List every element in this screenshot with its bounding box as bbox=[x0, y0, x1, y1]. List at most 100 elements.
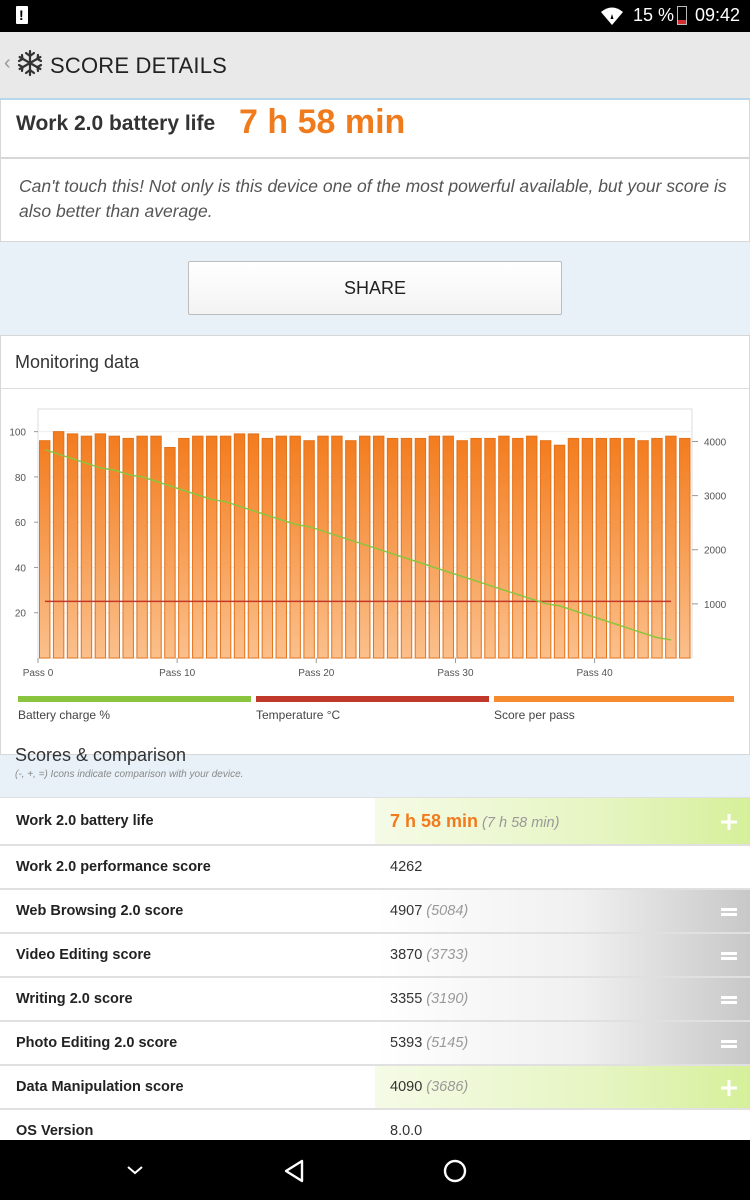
x-tick-label: Pass 30 bbox=[437, 668, 474, 679]
score-row-name: Writing 2.0 score bbox=[16, 991, 133, 1007]
clock: 09:42 bbox=[695, 5, 741, 25]
score-bar bbox=[52, 431, 65, 659]
page-title: SCORE DETAILS bbox=[50, 53, 228, 78]
y-right-tick-label: 1000 bbox=[704, 600, 727, 611]
share-button[interactable]: SHARE bbox=[188, 261, 562, 315]
score-value-main: 4090 bbox=[390, 1079, 423, 1095]
score-row-value: 4090 (3686) bbox=[390, 1079, 468, 1095]
scores-subtitle: (-, +, =) Icons indicate comparison with… bbox=[15, 769, 244, 780]
score-header: Work 2.0 battery life 7 h 58 min bbox=[0, 100, 750, 158]
score-row: Work 2.0 battery life 7 h 58 min (7 h 58 … bbox=[0, 797, 750, 845]
score-row-name: Photo Editing 2.0 score bbox=[16, 1035, 178, 1051]
score-bar bbox=[192, 435, 204, 659]
home-circle-icon[interactable] bbox=[442, 1158, 468, 1184]
score-row: Data Manipulation score 4090 (3686) bbox=[0, 1065, 750, 1109]
score-bar bbox=[651, 437, 663, 659]
score-bar bbox=[233, 433, 246, 659]
score-bar bbox=[331, 435, 343, 659]
y-right-tick-label: 3000 bbox=[704, 492, 727, 503]
score-bar bbox=[275, 435, 287, 659]
score-bar bbox=[247, 433, 260, 659]
score-row-name: Work 2.0 battery life bbox=[16, 813, 154, 829]
score-bar bbox=[623, 437, 635, 659]
x-tick-label: Pass 20 bbox=[298, 668, 335, 679]
score-bar bbox=[219, 435, 232, 659]
score-row-value: 3355 (3190) bbox=[390, 991, 468, 1007]
score-bar bbox=[345, 440, 357, 659]
score-label: Work 2.0 battery life bbox=[16, 112, 216, 135]
score-row-value: 8.0.0 bbox=[390, 1123, 422, 1139]
x-tick-label: Pass 0 bbox=[23, 668, 54, 679]
score-bar bbox=[39, 440, 51, 659]
score-description: Can't touch this! Not only is this devic… bbox=[0, 158, 750, 242]
back-triangle-icon[interactable] bbox=[282, 1158, 308, 1184]
score-row-value: 7 h 58 min (7 h 58 min) bbox=[390, 811, 559, 832]
legend-label-temperature: Temperature °C bbox=[256, 708, 341, 722]
score-bar bbox=[442, 435, 454, 659]
score-bar bbox=[609, 437, 621, 659]
score-value: 7 h 58 min bbox=[239, 103, 406, 141]
score-reference-value: (5084) bbox=[422, 903, 469, 919]
status-bar: 15 % 09:42 bbox=[0, 0, 750, 32]
legend-score: Score per pass bbox=[494, 696, 734, 722]
legend-temperature: Temperature °C bbox=[256, 696, 489, 722]
score-bar bbox=[303, 440, 315, 659]
snowflake-icon[interactable] bbox=[16, 49, 44, 77]
legend-swatch-battery bbox=[18, 696, 251, 702]
y-left-tick-label: 20 bbox=[15, 609, 27, 620]
scores-title: Scores & comparison bbox=[15, 745, 187, 765]
monitoring-title: Monitoring data bbox=[15, 352, 140, 372]
score-value-main: 7 h 58 min bbox=[390, 811, 479, 831]
score-row-name: Work 2.0 performance score bbox=[16, 859, 211, 875]
comparison-gradient bbox=[375, 890, 750, 932]
score-value-main: 5393 bbox=[390, 1035, 423, 1051]
score-row-name: OS Version bbox=[16, 1123, 94, 1139]
navigation-bar bbox=[0, 1140, 750, 1200]
score-bar bbox=[428, 435, 441, 659]
battery-icon bbox=[677, 6, 687, 25]
score-row: Writing 2.0 score 3355 (3190) bbox=[0, 977, 750, 1021]
battery-percent: 15 % bbox=[633, 5, 675, 25]
score-bar bbox=[456, 440, 468, 659]
equals-icon bbox=[721, 908, 737, 916]
x-tick-label: Pass 40 bbox=[577, 668, 614, 679]
comparison-gradient bbox=[375, 978, 750, 1020]
score-bar bbox=[150, 435, 162, 659]
score-row-name: Web Browsing 2.0 score bbox=[16, 903, 184, 919]
legend-swatch-score bbox=[494, 696, 734, 702]
comparison-gradient bbox=[375, 1022, 750, 1064]
x-tick-label: Pass 10 bbox=[159, 668, 196, 679]
score-value-main: 3355 bbox=[390, 991, 423, 1007]
score-bar bbox=[470, 437, 482, 659]
comparison-gradient bbox=[375, 934, 750, 976]
score-bar bbox=[317, 435, 329, 659]
back-chevron-icon[interactable]: ‹ bbox=[4, 52, 11, 74]
y-left-tick-label: 60 bbox=[15, 518, 27, 529]
equals-icon bbox=[721, 952, 737, 960]
score-bar bbox=[553, 444, 566, 659]
score-bar bbox=[80, 435, 93, 659]
score-reference-value: (7 h 58 min) bbox=[478, 815, 560, 831]
score-reference-value: (3733) bbox=[422, 947, 469, 963]
score-row-name: Data Manipulation score bbox=[16, 1079, 184, 1095]
y-right-tick-label: 4000 bbox=[704, 437, 727, 448]
monitoring-card: Monitoring data 100 80 60 40 20 4000 3000 2000 1… bbox=[0, 335, 750, 755]
score-value-main: 3870 bbox=[390, 947, 423, 963]
score-row-value: 4262 bbox=[390, 859, 422, 875]
score-row-value: 3870 (3733) bbox=[390, 947, 468, 963]
legend-label-score: Score per pass bbox=[494, 708, 575, 722]
score-row: Photo Editing 2.0 score 5393 (5145) bbox=[0, 1021, 750, 1065]
score-bar bbox=[66, 433, 79, 659]
score-bar bbox=[205, 435, 218, 659]
chevron-down-icon[interactable] bbox=[124, 1162, 146, 1178]
score-bar bbox=[581, 437, 594, 659]
score-bar bbox=[665, 435, 677, 659]
score-bar bbox=[164, 446, 176, 659]
score-bar bbox=[178, 437, 190, 659]
score-value-main: 8.0.0 bbox=[390, 1123, 423, 1139]
score-reference-value: (3686) bbox=[422, 1079, 469, 1095]
score-bar bbox=[94, 433, 107, 659]
score-bar bbox=[386, 437, 399, 659]
comparison-gradient bbox=[375, 1066, 750, 1108]
score-row-value: 4907 (5084) bbox=[390, 903, 468, 919]
